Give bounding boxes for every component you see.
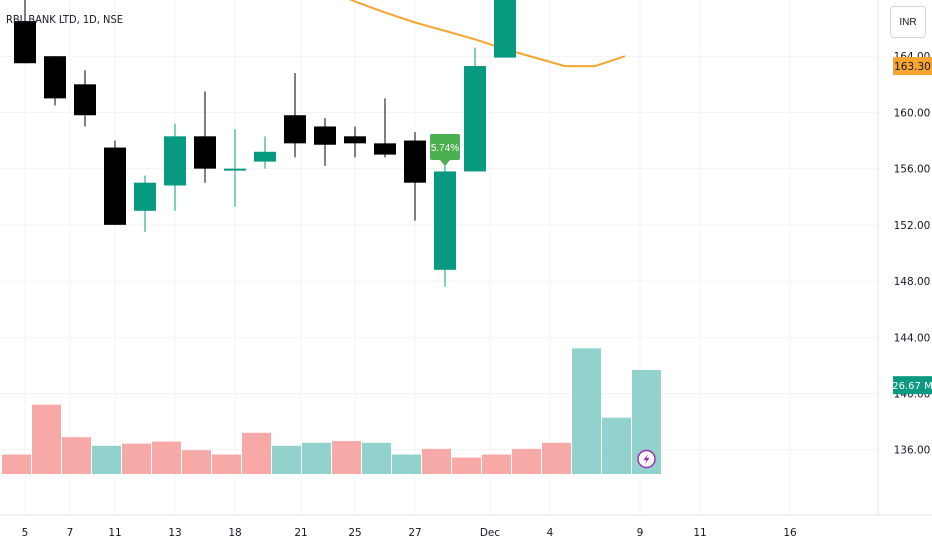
svg-text:26.67 M: 26.67 M [892,381,932,392]
y-tick-label: 152.00 [894,220,931,232]
volume-bar [272,445,301,474]
volume-bar [32,404,61,474]
y-tick-label: 144.00 [894,332,931,344]
volume-bar [92,445,121,474]
candle[interactable] [224,129,246,207]
volume-bar [152,441,181,474]
volume-bar [422,448,451,474]
volume-bar [2,454,31,474]
x-tick-label: 11 [693,527,706,539]
candle[interactable] [14,0,36,64]
volume-bar [542,442,571,474]
time-axis-labels: 5 7 11 13 18 21 25 27 Dec 4 9 11 16 [22,527,797,539]
currency-button[interactable]: INR [890,6,926,38]
y-tick-label: 160.00 [894,107,931,119]
volume-bar [212,454,241,474]
x-tick-label: 4 [547,527,554,539]
x-tick-label: 13 [168,527,181,539]
svg-text:163.30: 163.30 [894,61,931,73]
y-tick-label: 136.00 [894,445,931,457]
candle[interactable] [44,56,66,106]
candle[interactable] [164,123,186,211]
moving-average-line [349,0,626,68]
x-tick-label: 5 [22,527,29,539]
pct-change-label: 5.74% [430,134,460,166]
x-tick-label: Dec [480,527,501,539]
candle[interactable] [314,118,336,166]
volume-bar [362,442,391,474]
x-tick-label: 11 [108,527,121,539]
volume-bar [572,348,601,474]
price-axis-labels: 136.00140.00144.00148.00152.00156.00160.… [894,51,931,456]
svg-text:5.74%: 5.74% [431,143,459,154]
candle[interactable] [464,47,486,172]
candle[interactable] [434,164,456,287]
candle[interactable] [74,70,96,127]
volume-bar [452,457,481,474]
candle[interactable] [134,175,156,232]
volume-bar [602,417,631,474]
candle[interactable] [404,132,426,221]
candle[interactable] [254,136,276,169]
lightning-icon[interactable] [637,449,656,469]
x-tick-label: 16 [783,527,797,539]
symbol-title: RBL BANK LTD, 1D, NSE [6,13,123,26]
candle[interactable] [344,126,366,158]
volume-bar [62,437,91,474]
volume-bar [302,442,331,474]
y-tick-label: 148.00 [894,276,931,288]
x-tick-label: 25 [348,527,361,539]
volume-bar [392,454,421,474]
y-tick-label: 156.00 [894,164,931,176]
volume-bar [122,443,151,474]
last-volume-badge: 26.67 M [892,376,932,395]
x-tick-label: 9 [637,527,644,539]
candle[interactable] [494,0,516,58]
volume-bar [482,454,511,474]
candle[interactable] [284,73,306,158]
volume-bar [182,450,211,474]
volume-bar [332,441,361,474]
x-tick-label: 21 [294,527,307,539]
candles [14,0,516,287]
last-price-badge: 163.30 [893,57,932,76]
x-tick-label: 18 [228,527,241,539]
candle[interactable] [104,140,126,225]
candle[interactable] [374,98,396,158]
x-tick-label: 27 [408,527,421,539]
volume-series [2,348,661,474]
candle[interactable] [194,91,216,183]
x-tick-label: 7 [67,527,74,539]
volume-bar [242,432,271,474]
volume-bar [512,448,541,474]
